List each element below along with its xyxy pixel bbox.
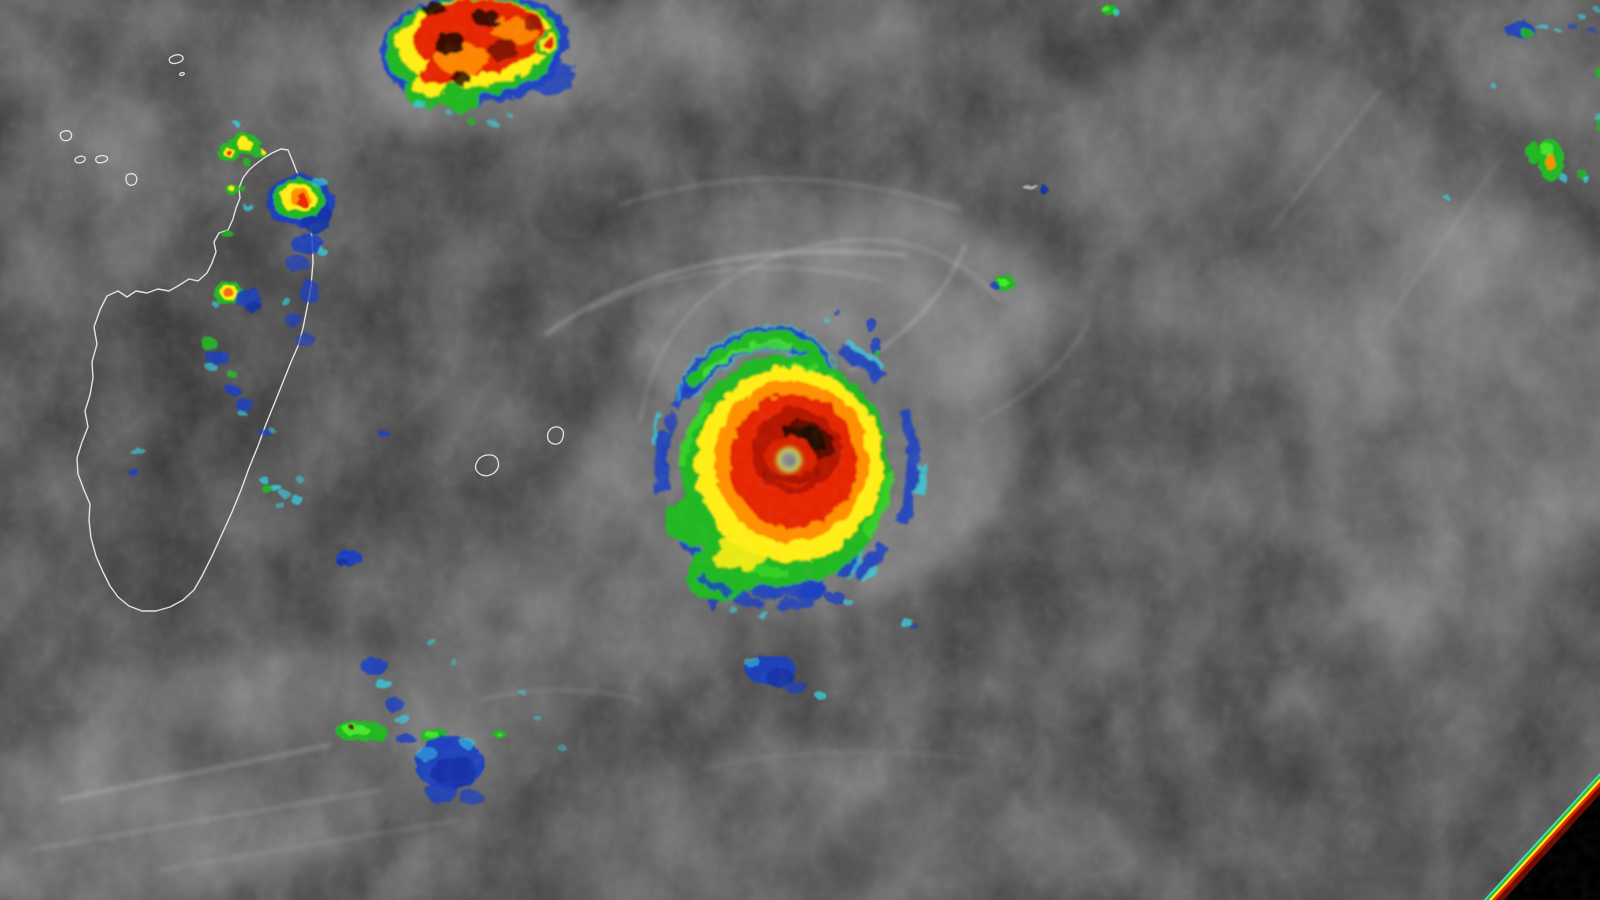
film-grain-overlay [0, 0, 1600, 900]
satellite-image-viewport [0, 0, 1600, 900]
ir-satellite-scene [0, 0, 1600, 900]
